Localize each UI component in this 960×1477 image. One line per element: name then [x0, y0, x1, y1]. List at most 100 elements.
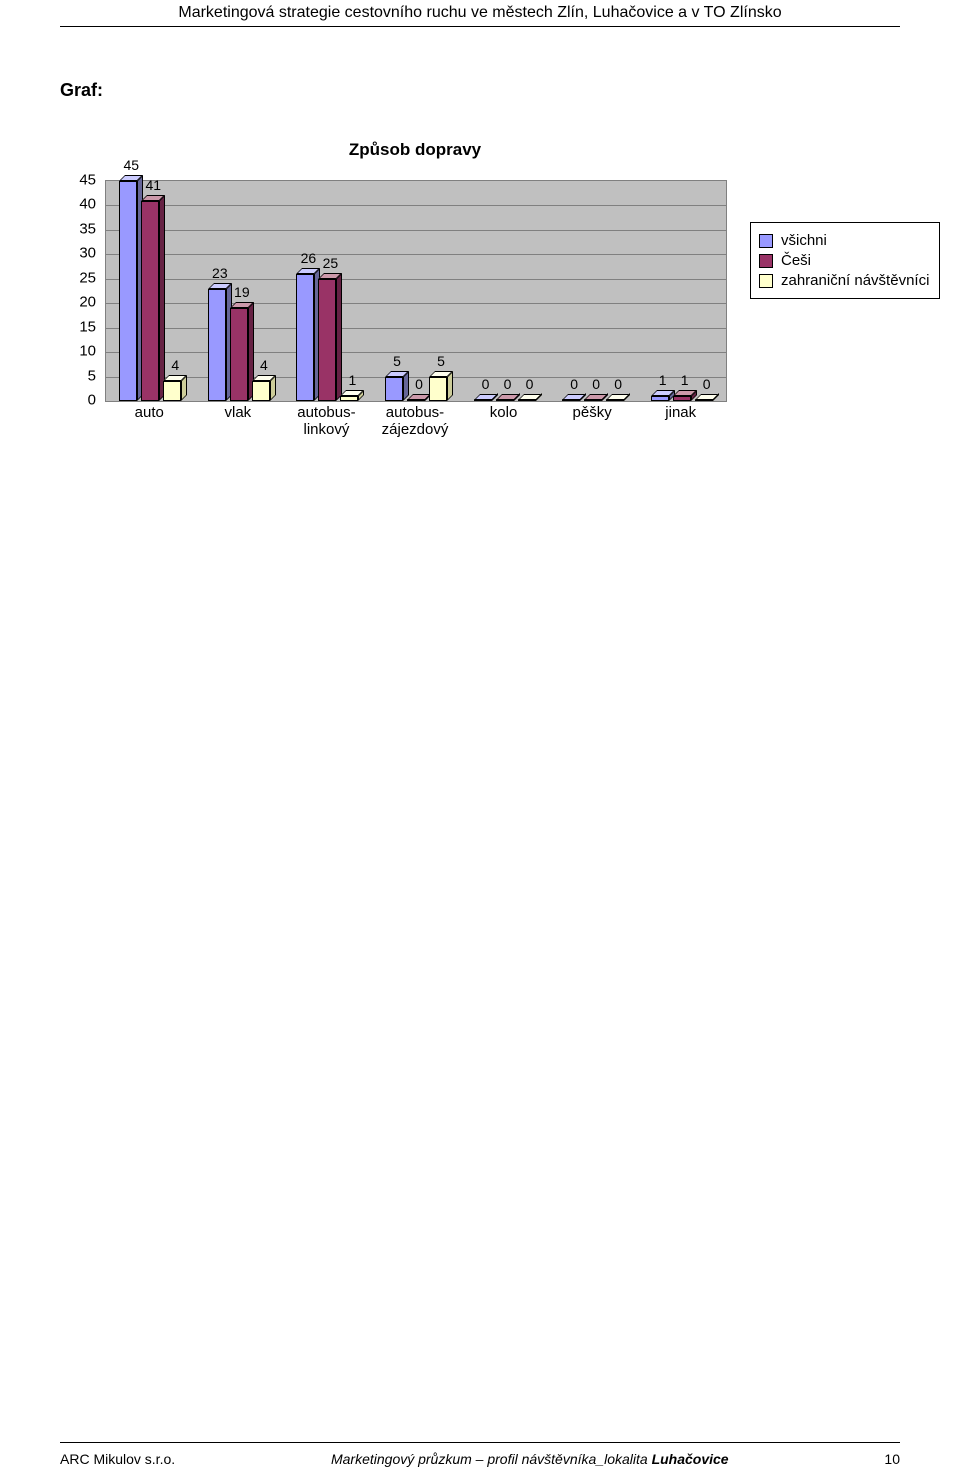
grid-line: [106, 328, 726, 329]
legend-label: zahraniční návštěvníci: [781, 272, 929, 289]
bar: [695, 400, 713, 401]
bar-front: [385, 377, 403, 401]
bar-side: [159, 195, 165, 401]
footer-center: Marketingový průzkum – profil návštěvník…: [175, 1451, 884, 1467]
value-label: 0: [570, 376, 578, 392]
value-label: 26: [301, 250, 317, 266]
value-label: 25: [323, 255, 339, 271]
y-tick-label: 10: [79, 343, 96, 360]
grid-line: [106, 254, 726, 255]
bar: [163, 381, 181, 401]
y-axis-labels: 051015202530354045: [60, 180, 100, 400]
y-tick-label: 15: [79, 318, 96, 335]
page-footer: ARC Mikulov s.r.o. Marketingový průzkum …: [60, 1451, 900, 1467]
legend-swatch: [759, 274, 773, 288]
y-tick-label: 5: [88, 367, 96, 384]
value-label: 0: [504, 376, 512, 392]
value-label: 4: [171, 357, 179, 373]
bar: [673, 396, 691, 401]
bar: [496, 400, 514, 401]
bar-side: [181, 375, 187, 401]
bar-front: [318, 279, 336, 401]
bar: [296, 274, 314, 401]
grid-line: [106, 303, 726, 304]
value-label: 0: [415, 376, 423, 392]
bar: [141, 201, 159, 401]
bar-side: [403, 371, 409, 401]
legend: všichni Češi zahraniční návštěvníci: [750, 222, 940, 299]
bar: [252, 381, 270, 401]
footer-center-bold: Luhačovice: [652, 1451, 729, 1467]
y-tick-label: 30: [79, 245, 96, 262]
legend-item: zahraniční návštěvníci: [759, 272, 929, 289]
x-tick-label: jinak: [665, 404, 696, 421]
value-label: 23: [212, 265, 228, 281]
legend-item: všichni: [759, 232, 929, 249]
bar: [584, 400, 602, 401]
bar-side: [336, 273, 342, 401]
bar-front: [208, 289, 226, 401]
bar-front: [230, 308, 248, 401]
bar-front: [651, 396, 669, 401]
value-label: 4: [260, 357, 268, 373]
bar-front: [340, 396, 358, 401]
header-rule: [60, 26, 900, 27]
bar: [407, 400, 425, 401]
grid-line: [106, 205, 726, 206]
bar: [429, 377, 447, 401]
bar: [606, 400, 624, 401]
bar: [340, 396, 358, 401]
bar: [230, 308, 248, 401]
y-tick-label: 40: [79, 196, 96, 213]
grid-line: [106, 352, 726, 353]
legend-label: všichni: [781, 232, 827, 249]
section-label: Graf:: [60, 80, 103, 101]
value-label: 41: [145, 177, 161, 193]
value-label: 1: [349, 372, 357, 388]
y-tick-label: 0: [88, 392, 96, 409]
grid-line: [106, 230, 726, 231]
bar-front: [673, 396, 691, 401]
bar-side: [270, 375, 276, 401]
legend-swatch: [759, 234, 773, 248]
bar-front: [296, 274, 314, 401]
legend-swatch: [759, 254, 773, 268]
legend-item: Češi: [759, 252, 929, 269]
value-label: 1: [659, 372, 667, 388]
bar: [385, 377, 403, 401]
x-tick-label: autobus-linkový: [297, 404, 355, 439]
bar-side: [447, 371, 453, 401]
value-label: 0: [482, 376, 490, 392]
bar: [208, 289, 226, 401]
grid-line: [106, 279, 726, 280]
bar: [474, 400, 492, 401]
footer-page-number: 10: [884, 1451, 900, 1467]
legend-label: Češi: [781, 252, 811, 269]
y-tick-label: 35: [79, 220, 96, 237]
value-label: 5: [393, 353, 401, 369]
footer-left: ARC Mikulov s.r.o.: [60, 1451, 175, 1467]
footer-center-prefix: Marketingový průzkum – profil návštěvník…: [331, 1451, 652, 1467]
value-label: 19: [234, 284, 250, 300]
value-label: 0: [703, 376, 711, 392]
value-label: 1: [681, 372, 689, 388]
bar-front: [429, 377, 447, 401]
x-tick-label: kolo: [490, 404, 518, 421]
value-label: 0: [614, 376, 622, 392]
y-tick-label: 45: [79, 172, 96, 189]
value-label: 0: [592, 376, 600, 392]
value-label: 45: [123, 157, 139, 173]
x-tick-label: vlak: [225, 404, 252, 421]
bar-front: [119, 181, 137, 401]
value-label: 0: [526, 376, 534, 392]
bar-front: [252, 381, 270, 401]
y-tick-label: 20: [79, 294, 96, 311]
bar-front: [141, 201, 159, 401]
value-label: 5: [437, 353, 445, 369]
page-header-title: Marketingová strategie cestovního ruchu …: [0, 0, 960, 22]
bar: [562, 400, 580, 401]
bar: [518, 400, 536, 401]
x-tick-label: pěšky: [573, 404, 612, 421]
footer-rule: [60, 1442, 900, 1443]
bar: [119, 181, 137, 401]
